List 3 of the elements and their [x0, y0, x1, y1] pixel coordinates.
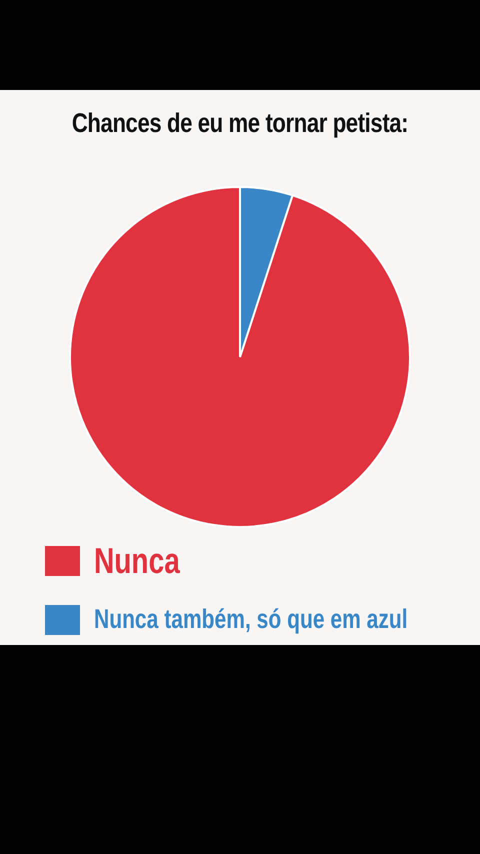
chart-title: Chances de eu me tornar petista:	[70, 108, 410, 139]
legend-label: Nunca	[94, 540, 180, 582]
legend-label: Nunca também, só que em azul	[94, 604, 408, 635]
